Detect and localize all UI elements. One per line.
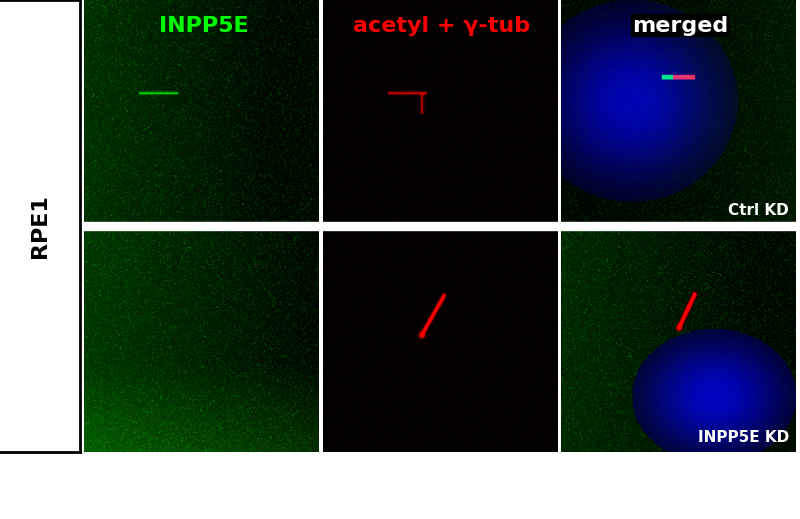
Text: INPP5E KD: INPP5E KD <box>698 430 789 445</box>
Text: Ctrl KD: Ctrl KD <box>728 203 789 218</box>
Text: acetyl + γ-tub: acetyl + γ-tub <box>354 16 530 36</box>
Text: INPP5E: INPP5E <box>158 16 248 36</box>
Text: merged: merged <box>633 16 729 36</box>
Text: RPE1: RPE1 <box>30 194 50 258</box>
